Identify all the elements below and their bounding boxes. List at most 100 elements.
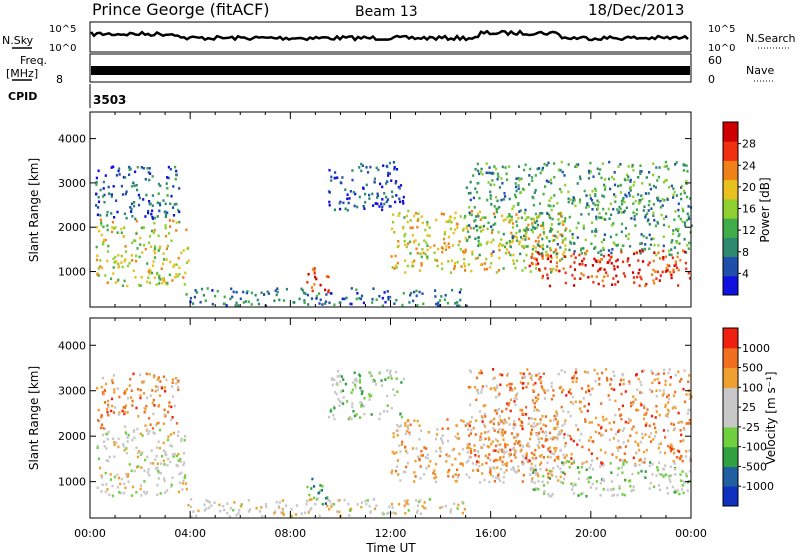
data-cell xyxy=(150,229,153,233)
data-cell xyxy=(615,244,618,247)
data-cell xyxy=(680,377,683,381)
data-cell xyxy=(635,251,639,255)
data-cell xyxy=(521,424,524,428)
data-cell xyxy=(101,483,104,486)
data-cell xyxy=(389,374,392,378)
data-cell xyxy=(504,420,507,423)
data-cell xyxy=(639,440,642,444)
data-cell xyxy=(158,247,161,250)
data-cell xyxy=(173,263,176,267)
data-cell xyxy=(398,187,401,190)
data-cell xyxy=(506,384,509,387)
data-cell xyxy=(426,248,429,252)
data-cell xyxy=(142,198,145,201)
data-cell xyxy=(653,251,656,254)
data-cell xyxy=(493,165,496,168)
data-cell xyxy=(594,230,597,233)
data-cell xyxy=(674,390,677,394)
data-cell xyxy=(107,459,110,463)
data-cell xyxy=(548,431,552,435)
data-cell xyxy=(99,188,102,192)
data-cell xyxy=(564,281,567,285)
data-cell xyxy=(672,196,675,199)
data-cell xyxy=(106,224,109,227)
data-cell xyxy=(464,248,467,252)
data-cell xyxy=(524,229,527,232)
data-cell xyxy=(611,248,614,251)
data-cell xyxy=(128,261,131,265)
data-cell xyxy=(466,230,470,233)
data-cell xyxy=(164,213,168,217)
data-cell xyxy=(613,374,616,377)
data-cell xyxy=(587,448,591,452)
data-cell xyxy=(333,208,336,212)
data-cell xyxy=(642,209,645,212)
data-cell xyxy=(173,203,176,206)
data-cell xyxy=(533,402,536,405)
data-cell xyxy=(106,281,109,284)
data-cell xyxy=(479,438,482,442)
data-cell xyxy=(364,499,367,503)
data-cell xyxy=(669,465,672,469)
data-cell xyxy=(404,259,407,262)
data-cell xyxy=(570,437,573,441)
data-cell xyxy=(111,404,114,408)
data-cell xyxy=(278,298,281,302)
data-cell xyxy=(355,377,358,381)
data-cell xyxy=(543,431,546,435)
data-cell xyxy=(107,185,110,189)
data-cell xyxy=(334,171,337,174)
data-cell xyxy=(569,392,573,395)
data-cell xyxy=(647,263,650,267)
data-cell xyxy=(479,263,483,266)
data-cell xyxy=(687,215,690,218)
data-cell xyxy=(492,427,495,430)
data-cell xyxy=(549,247,552,250)
data-cell xyxy=(97,457,101,461)
data-cell xyxy=(443,242,446,245)
data-cell xyxy=(488,466,491,470)
data-cell xyxy=(105,432,108,436)
data-cell xyxy=(97,206,100,209)
data-cell xyxy=(257,302,260,306)
data-cell xyxy=(641,460,644,464)
data-cell xyxy=(445,453,448,457)
data-cell xyxy=(595,487,598,490)
data-cell xyxy=(133,204,136,208)
data-cell xyxy=(116,473,119,477)
data-cell xyxy=(324,300,328,303)
data-cell xyxy=(557,372,560,376)
data-cell xyxy=(169,444,172,447)
data-cell xyxy=(502,232,505,236)
data-cell xyxy=(554,436,557,439)
data-cell xyxy=(203,509,206,512)
data-cell xyxy=(630,489,633,493)
data-cell xyxy=(490,387,493,390)
data-cell xyxy=(615,274,618,278)
data-cell xyxy=(627,191,631,195)
data-cell xyxy=(606,379,609,382)
colorbar-swatch xyxy=(723,179,738,200)
data-cell xyxy=(591,230,594,233)
data-cell xyxy=(470,447,473,451)
station-title: Prince George (fitACF) xyxy=(92,0,270,19)
data-cell xyxy=(498,186,501,189)
data-cell xyxy=(443,233,446,236)
data-cell xyxy=(157,471,160,475)
data-cell xyxy=(433,476,436,480)
data-cell xyxy=(639,252,642,255)
data-cell xyxy=(653,282,656,285)
data-cell xyxy=(506,372,510,375)
data-cell xyxy=(478,465,481,468)
data-cell xyxy=(154,389,157,393)
data-cell xyxy=(96,213,99,217)
data-cell xyxy=(156,378,159,381)
data-cell xyxy=(169,202,172,206)
data-cell xyxy=(550,495,553,498)
data-cell xyxy=(556,230,559,234)
data-cell xyxy=(651,462,654,466)
data-cell xyxy=(113,475,116,479)
data-cell xyxy=(159,471,162,475)
data-cell xyxy=(483,478,486,482)
